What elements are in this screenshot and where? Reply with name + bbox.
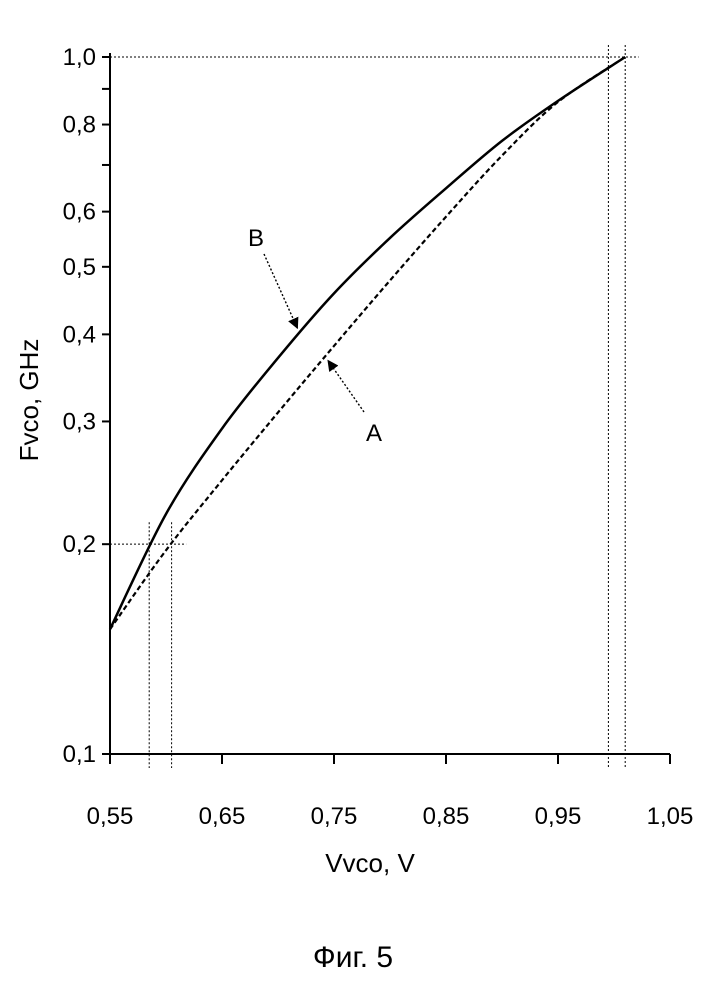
x-tick-label-6: 1,05: [647, 803, 694, 830]
y-tick-label-2: 0,2: [63, 531, 96, 558]
y-tick-label-7: 0,8: [63, 112, 96, 139]
x-tick-label-2: 0,65: [199, 803, 246, 830]
y-tick-label-1: 0,1: [63, 741, 96, 768]
y-tick-label-3: 0,3: [63, 408, 96, 435]
annotation-arrow-b: [263, 253, 299, 330]
x-tick-label-4: 0,85: [423, 803, 470, 830]
x-tick-label-3: 0,75: [311, 803, 358, 830]
figure-caption: Фиг. 5: [313, 941, 393, 974]
series-layer: [108, 55, 626, 630]
y-axis-title: Fvco, GHz: [14, 339, 44, 462]
axes: 0,1 0,2 0,3 0,4 0,5 0,6 0,8 1,0 0,55 0,65 0,75 0,85…: [63, 44, 694, 830]
x-axis-title: Vvco, V: [325, 848, 415, 878]
series-line-a: [109, 56, 626, 630]
annotation-arrow-a: [327, 359, 365, 413]
y-tick-label-8: 1,0: [63, 44, 96, 71]
y-tick-label-6: 0,6: [63, 199, 96, 226]
reference-lines: [110, 45, 639, 768]
annotations: BA: [248, 225, 382, 447]
annotation-label-a: A: [366, 420, 382, 447]
series-line-b: [108, 55, 626, 630]
y-tick-label-5: 0,5: [63, 254, 96, 281]
y-tick-label-4: 0,4: [63, 321, 96, 348]
x-tick-label-5: 0,95: [535, 803, 582, 830]
annotation-label-b: B: [248, 225, 264, 252]
x-tick-label-1: 0,55: [87, 803, 134, 830]
